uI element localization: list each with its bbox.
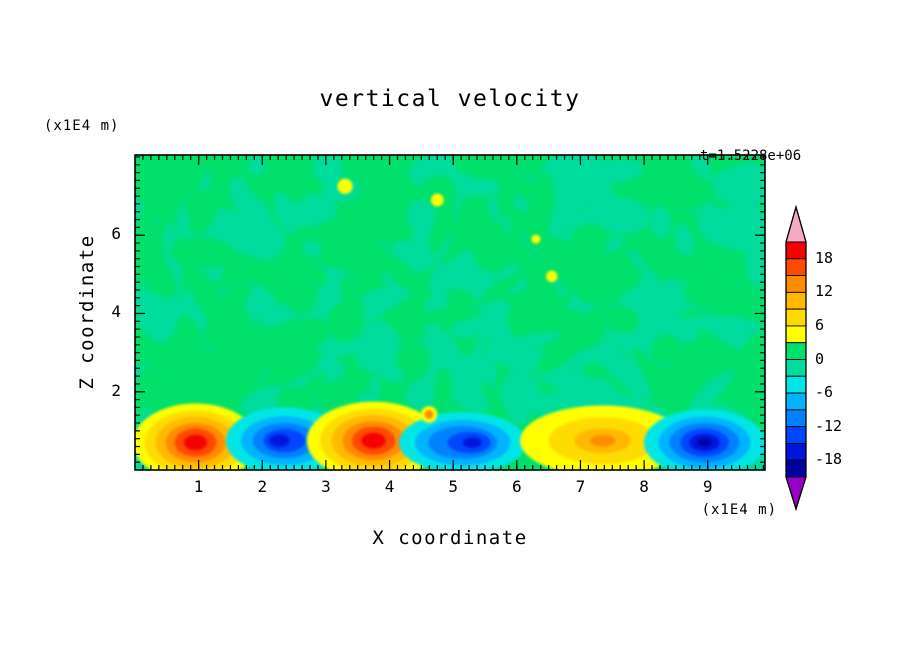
- colorbar-tick-label: 6: [815, 315, 825, 334]
- x-axis-unit: (x1E4 m): [701, 502, 777, 518]
- colorbar-tick-label: -18: [815, 450, 843, 469]
- y-axis-unit: (x1E4 m): [44, 118, 120, 134]
- chart-title: vertical velocity: [319, 86, 581, 112]
- x-tick-label: 7: [575, 477, 586, 496]
- x-tick-label: 2: [257, 477, 268, 496]
- x-tick-label: 3: [321, 477, 331, 496]
- colorbar-tick-label: 12: [815, 282, 834, 301]
- y-tick-label: 4: [111, 302, 121, 322]
- colorbar-tick-label: -6: [815, 383, 834, 402]
- x-tick-label: 4: [384, 477, 395, 496]
- time-annotation: t=1.5228e+06: [700, 148, 802, 164]
- x-tick-label: 5: [448, 477, 458, 496]
- x-tick-label: 6: [511, 477, 522, 496]
- x-axis-title: X coordinate: [372, 527, 528, 549]
- colorbar-tick-label: -12: [815, 416, 843, 435]
- colorbar-tick-label: 0: [815, 349, 825, 368]
- y-tick-label: 6: [111, 224, 121, 244]
- colorbar-tick-label: 18: [815, 248, 834, 267]
- y-tick-label: 2: [111, 380, 121, 400]
- x-tick-label: 9: [702, 477, 713, 496]
- x-tick-label: 8: [639, 477, 649, 496]
- x-tick-label: 1: [193, 477, 204, 496]
